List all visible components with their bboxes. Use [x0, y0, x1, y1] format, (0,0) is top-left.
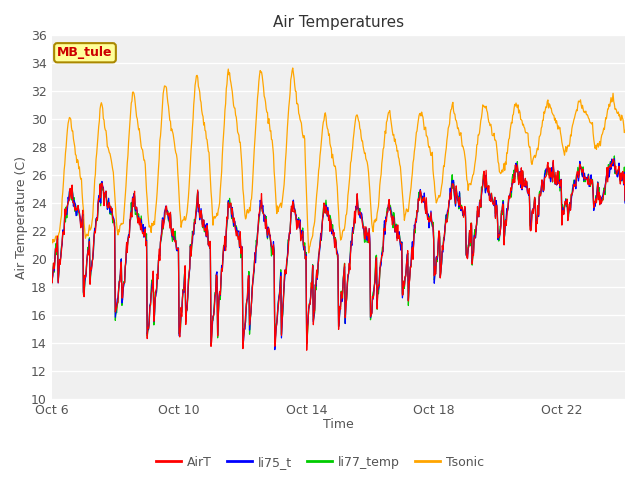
- Text: MB_tule: MB_tule: [57, 46, 113, 59]
- Title: Air Temperatures: Air Temperatures: [273, 15, 404, 30]
- X-axis label: Time: Time: [323, 419, 354, 432]
- Y-axis label: Air Temperature (C): Air Temperature (C): [15, 156, 28, 279]
- Legend: AirT, li75_t, li77_temp, Tsonic: AirT, li75_t, li77_temp, Tsonic: [150, 451, 490, 474]
